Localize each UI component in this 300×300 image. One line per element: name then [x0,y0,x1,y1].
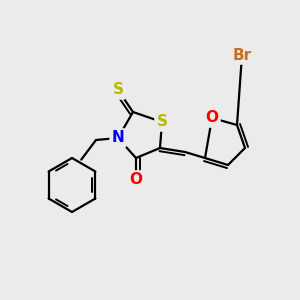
Text: O: O [130,172,142,188]
Text: Br: Br [232,47,252,62]
Text: O: O [206,110,218,125]
Text: S: S [157,115,167,130]
Text: N: N [112,130,124,146]
Text: S: S [112,82,124,98]
